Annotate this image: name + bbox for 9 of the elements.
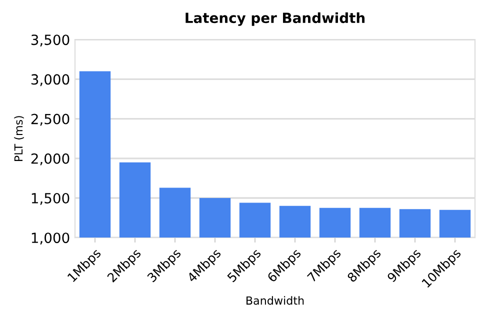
y-axis-title: PLT (ms) (14, 116, 24, 161)
y-tick-label: 2,000 (31, 153, 70, 166)
x-axis-title: Bandwidth (246, 296, 304, 305)
y-tick-label: 3,000 (31, 74, 70, 86)
y-tick-label: 1,000 (32, 232, 70, 244)
y-tick-label: 3,500 (31, 34, 70, 46)
chart-title: Latency per Bandwidth (186, 12, 365, 26)
y-tick-label: 2,500 (31, 114, 70, 126)
y-tick-label: 1,500 (32, 192, 70, 205)
